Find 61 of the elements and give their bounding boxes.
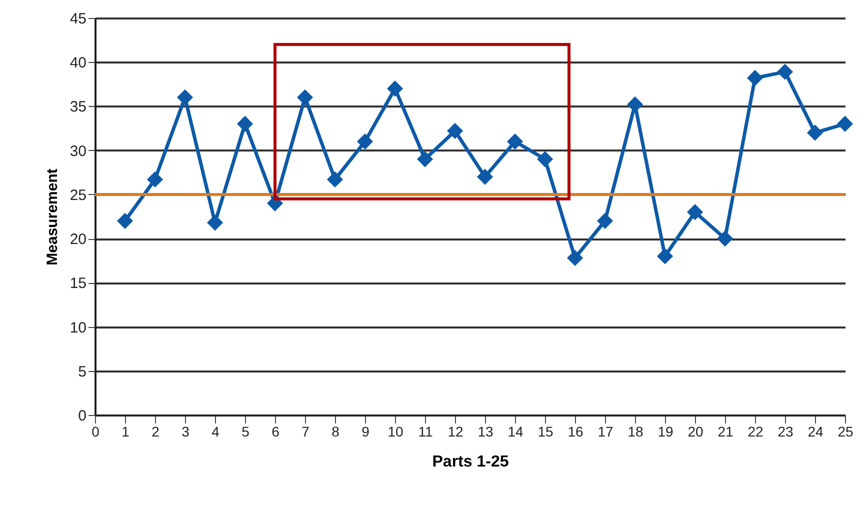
point [296,89,314,106]
y-tick-label: 25 [70,186,86,204]
x-tick-label: 7 [302,424,310,440]
point [446,122,464,139]
x-tick-label: 5 [242,424,250,440]
point [386,80,404,97]
x-tick-label: 24 [808,424,824,440]
point [206,214,224,231]
point [836,116,854,132]
y-axis-title: Measurement [44,168,61,266]
point [506,133,524,150]
x-tick-label: 17 [598,424,614,440]
x-tick-label: 1 [122,424,130,440]
y-tick-label: 40 [70,54,86,72]
x-tick-label: 2 [152,424,160,440]
x-tick-label: 11 [418,424,433,440]
point [116,212,134,229]
point [596,212,614,229]
point [806,124,824,141]
x-tick-label: 12 [448,424,464,440]
x-tick-label: 15 [538,424,554,440]
point [716,230,734,247]
point [656,248,674,264]
y-tick-label: 35 [70,98,86,116]
x-tick-label: 20 [688,424,704,440]
y-tick-label: 30 [70,142,86,160]
point [566,250,584,266]
point [326,171,344,188]
point [476,168,494,185]
y-tick-label: 5 [78,363,86,380]
point [776,64,794,80]
x-tick-label: 23 [778,424,794,440]
point [236,116,254,132]
x-tick-label: 4 [212,424,220,440]
point [146,171,164,188]
point [686,204,704,220]
x-tick-label: 3 [182,424,190,440]
x-tick-label: 19 [658,424,674,440]
x-tick-label: 18 [628,424,644,440]
y-tick-label: 20 [70,231,86,248]
x-tick-label: 22 [748,424,764,440]
x-tick-label: 14 [508,424,524,440]
point [356,133,374,150]
x-tick-label: 16 [568,424,584,440]
x-tick-label: 21 [718,424,734,440]
x-tick-label: 6 [272,424,280,440]
x-axis-title: Parts 1-25 [432,454,509,470]
y-tick-label: 45 [70,10,86,28]
point [746,70,764,86]
x-tick-label: 9 [362,424,370,440]
y-tick-label: 15 [70,275,86,292]
point [536,151,554,168]
x-tick-label: 0 [92,424,100,440]
x-tick-label: 10 [388,424,404,440]
point [176,89,194,106]
x-tick-label: 8 [332,424,340,440]
y-tick-label: 0 [78,408,86,424]
point [416,151,434,168]
x-tick-label: 13 [478,424,494,440]
x-tick-label: 25 [838,424,854,440]
y-tick-label: 10 [70,319,86,336]
